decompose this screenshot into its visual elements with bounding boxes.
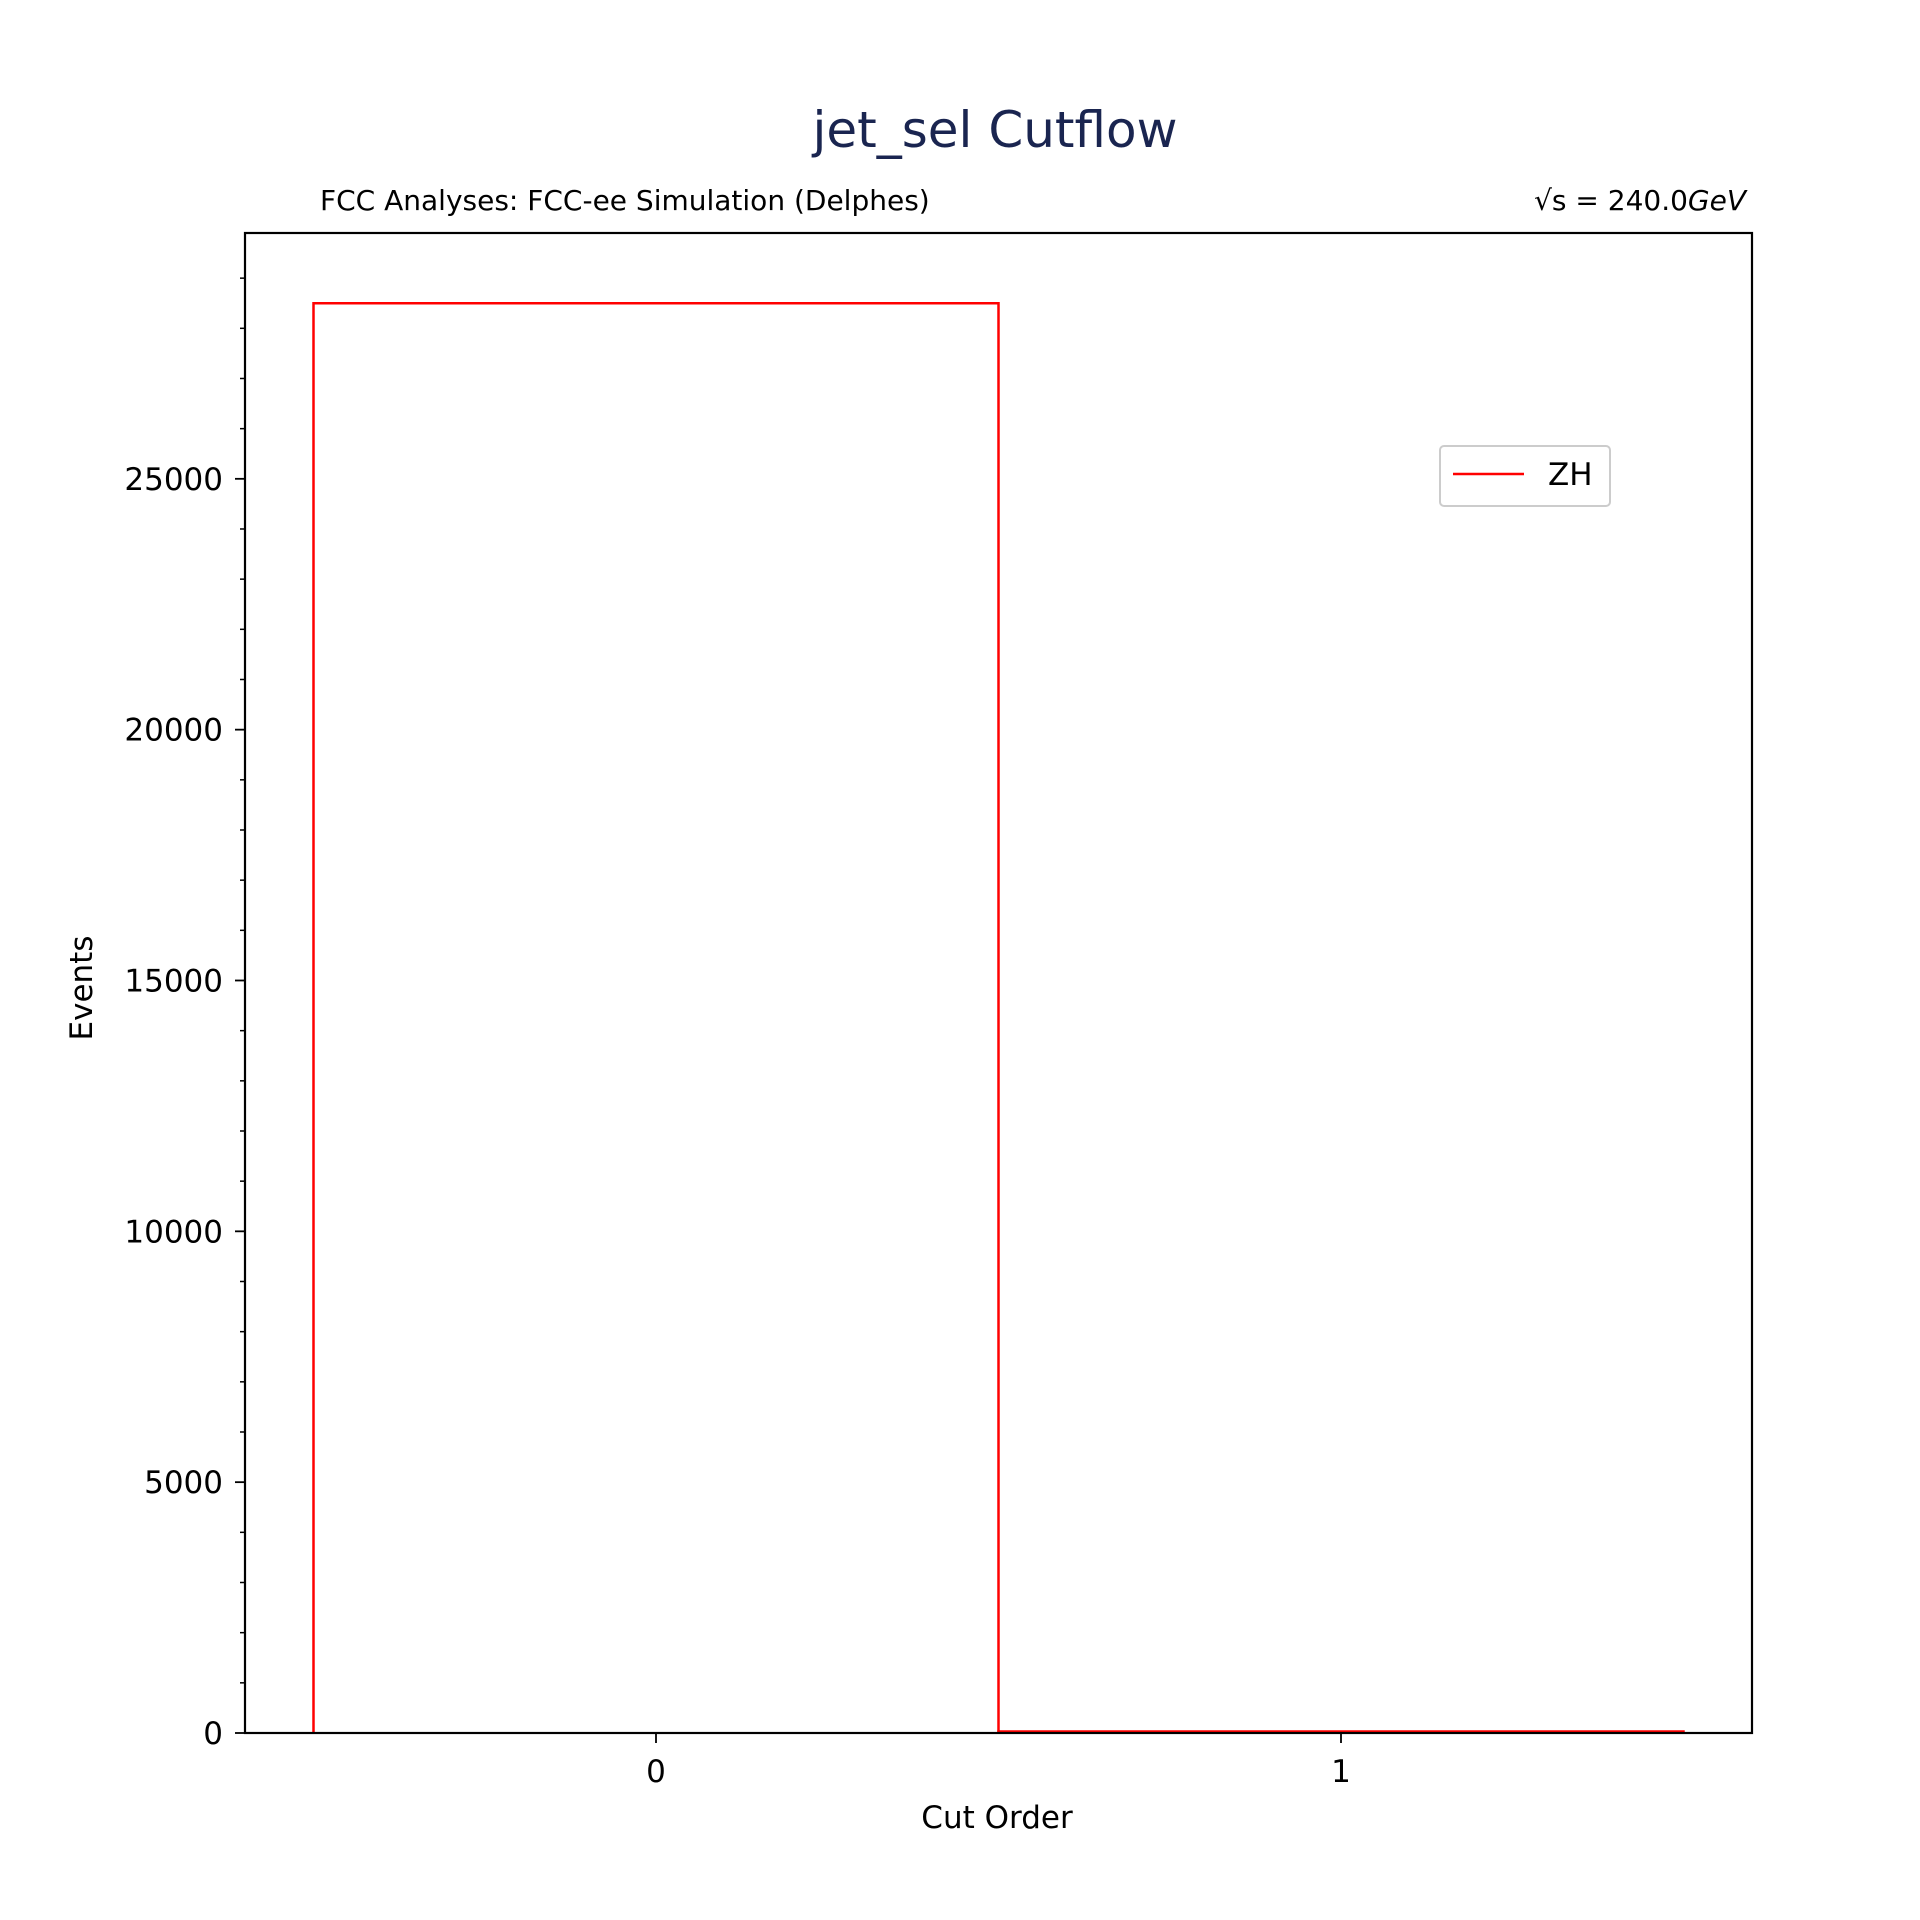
y-tick-label: 20000 bbox=[124, 713, 223, 749]
x-axis-label: Cut Order bbox=[921, 1800, 1073, 1836]
x-tick-label: 0 bbox=[646, 1754, 666, 1790]
y-tick-label: 0 bbox=[203, 1716, 223, 1752]
energy-value: √s = 240.0 bbox=[1534, 184, 1688, 217]
axes-frame bbox=[243, 231, 1754, 1735]
x-tick-label: 1 bbox=[1331, 1754, 1351, 1790]
legend: ZH bbox=[1439, 445, 1611, 507]
legend-label-zh: ZH bbox=[1548, 457, 1593, 493]
y-axis-label: Events bbox=[64, 936, 100, 1041]
chart-subtitle-right: √s = 240.0GeV bbox=[1534, 184, 1748, 217]
y-tick-label: 10000 bbox=[124, 1214, 223, 1250]
y-tick-label: 15000 bbox=[124, 963, 223, 999]
plot-area: 0 5000 10000 15000 20000 25000 0 1 bbox=[124, 231, 1754, 1790]
y-tick-label: 5000 bbox=[144, 1465, 223, 1501]
y-tick-label: 25000 bbox=[124, 462, 223, 498]
chart-subtitle-left: FCC Analyses: FCC-ee Simulation (Delphes… bbox=[320, 184, 930, 217]
energy-unit: GeV bbox=[1688, 184, 1748, 217]
legend-frame bbox=[1439, 445, 1611, 507]
chart-title: jet_sel Cutflow bbox=[811, 101, 1177, 159]
bar-zh-0 bbox=[312, 301, 1000, 1733]
